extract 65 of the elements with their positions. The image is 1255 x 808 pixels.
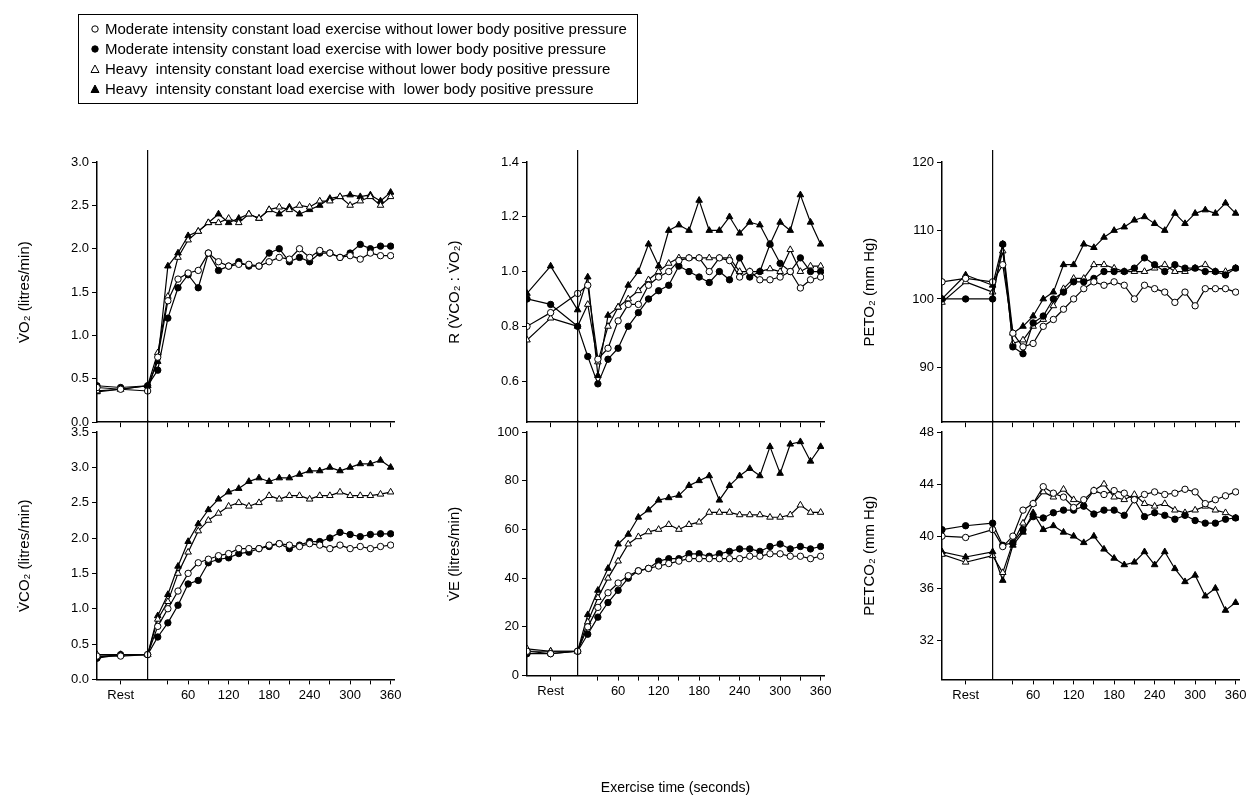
y-tick-label: 0.5 xyxy=(70,635,89,651)
x-tick-label: 300 xyxy=(769,682,791,698)
x-tick-label: 120 xyxy=(217,686,240,702)
x-tick-label: 240 xyxy=(1143,686,1166,702)
y-tick-label: 20 xyxy=(504,618,519,634)
y-tick-label: 48 xyxy=(919,423,934,439)
x-tick-label: 60 xyxy=(610,682,626,698)
x-tick-label: 300 xyxy=(339,686,361,702)
y-tick-label: 1.4 xyxy=(500,153,519,169)
y-tick-label: 80 xyxy=(504,472,519,488)
y-tick-label: 3.0 xyxy=(70,153,89,169)
x-tick-label: 240 xyxy=(298,686,321,702)
x-tick-label: Rest xyxy=(537,682,565,698)
y-tick-label: 110 xyxy=(913,222,934,238)
legend-label: Moderate intensity constant load exercise with lower body positive pressure xyxy=(105,39,607,59)
y-tick-label: 40 xyxy=(504,569,519,585)
y-tick-label: 40 xyxy=(919,527,934,543)
x-tick-label: 120 xyxy=(1062,686,1085,702)
y-tick-label: 36 xyxy=(919,579,934,595)
x-tick-label: Rest xyxy=(107,686,135,702)
y-tick-label: 1.2 xyxy=(500,208,519,224)
legend-label: Moderate intensity constant load exercise without lower body positive pressure xyxy=(105,19,627,39)
y-tick-label: 3.0 xyxy=(70,458,89,474)
y-tick-label: 1.0 xyxy=(70,600,89,616)
x-tick-label: 360 xyxy=(379,686,402,702)
x-tick-label: 120 xyxy=(647,682,670,698)
x-tick-label: 180 xyxy=(1103,686,1125,702)
x-tick-label: 60 xyxy=(1025,686,1041,702)
y-axis-title: PETCO₂ (mm Hg) xyxy=(860,495,878,616)
x-axis-title: Exercise time (seconds) xyxy=(600,779,751,796)
legend-label: Heavy intensity constant load exercise without lower body positive pressure xyxy=(105,59,611,79)
y-tick-label: 1.5 xyxy=(70,283,89,299)
y-tick-label: 60 xyxy=(504,521,519,537)
y-tick-label: 100 xyxy=(912,290,934,306)
y-axis-title: V̇O₂ (litres/min) xyxy=(15,241,33,343)
y-tick-label: 1.0 xyxy=(70,327,89,343)
x-tick-label: 360 xyxy=(809,682,832,698)
x-tick-label: 180 xyxy=(258,686,280,702)
x-tick-label: 240 xyxy=(728,682,751,698)
y-tick-label: 0 xyxy=(511,667,519,683)
y-tick-label: 90 xyxy=(919,359,934,374)
x-tick-label: 300 xyxy=(1184,686,1206,702)
x-tick-label: 60 xyxy=(180,686,196,702)
y-tick-label: 2.0 xyxy=(70,240,89,256)
y-tick-label: 0.5 xyxy=(70,370,89,386)
y-tick-label: 0.0 xyxy=(70,670,89,686)
x-tick-label: 360 xyxy=(1224,686,1247,702)
y-tick-label: 0.6 xyxy=(500,372,519,388)
y-tick-label: 2.5 xyxy=(70,494,89,510)
y-axis-title: PETO₂ (mm Hg) xyxy=(860,237,878,347)
y-axis-title: R (V̇CO₂ : V̇O₂) xyxy=(445,240,463,344)
x-tick-label: 180 xyxy=(688,682,710,698)
y-tick-label: 1.5 xyxy=(70,564,89,580)
y-tick-label: 32 xyxy=(919,631,934,647)
y-tick-label: 2.0 xyxy=(70,529,89,545)
y-tick-label: 1.0 xyxy=(500,263,519,279)
y-tick-label: 0.8 xyxy=(500,317,519,333)
legend-label: Heavy intensity constant load exercise with lower body positive pressure xyxy=(105,79,594,99)
y-tick-label: 120 xyxy=(912,153,934,169)
x-tick-label: Rest xyxy=(952,686,980,702)
y-tick-label: 44 xyxy=(919,475,934,491)
y-tick-label: 100 xyxy=(497,423,519,439)
y-tick-label: 2.5 xyxy=(70,196,89,212)
y-axis-title: V̇CO₂ (litres/min) xyxy=(15,499,33,612)
y-axis-title: V̇E (litres/min) xyxy=(445,506,463,601)
